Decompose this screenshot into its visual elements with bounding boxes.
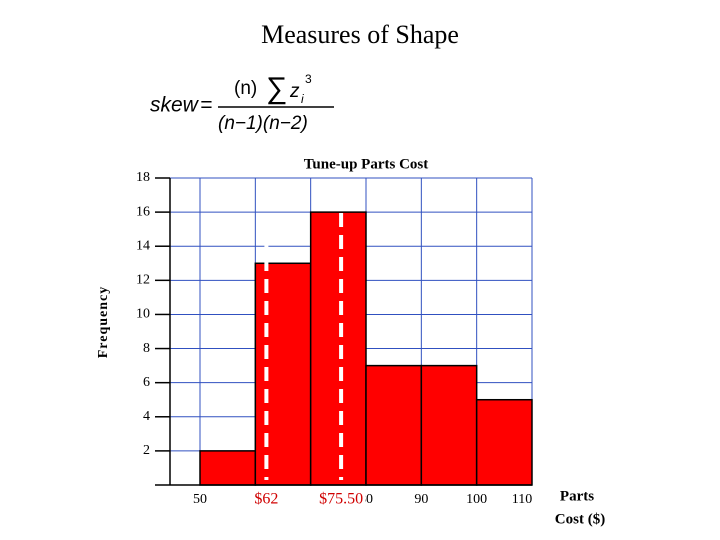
formula: skew = (n) ∑ z i 3 (n−1)(n−2): [150, 72, 334, 134]
formula-sigma: ∑: [266, 72, 287, 105]
bar: [254, 262, 312, 486]
formula-sub: i: [301, 92, 304, 106]
annotation-label: $62: [254, 491, 278, 508]
y-tick-label: 14: [136, 238, 150, 253]
bar: [475, 398, 533, 486]
annotation-bg: [317, 490, 366, 508]
formula-n: (n): [234, 78, 257, 99]
x-tick-label: 110: [512, 492, 532, 507]
x-axis-label: Cost ($): [555, 511, 605, 527]
formula-lhs: skew: [150, 94, 200, 117]
bar: [365, 364, 423, 486]
chart-title: Tune-up Parts Cost: [304, 156, 428, 172]
annotation-label: $75.50: [319, 491, 363, 508]
y-tick-label: 18: [136, 170, 150, 185]
y-tick-label: 16: [136, 204, 150, 219]
slide-title: Measures of Shape: [261, 20, 459, 49]
y-tick-label: 4: [143, 409, 150, 424]
x-tick-label: 50: [193, 492, 207, 507]
x-tick-label: 90: [414, 492, 428, 507]
x-axis-label: Parts: [560, 488, 594, 504]
formula-z: z: [289, 81, 300, 102]
formula-sup: 3: [305, 72, 312, 86]
formula-equals: =: [200, 94, 212, 117]
formula-denominator: (n−1)(n−2): [218, 113, 308, 134]
x-tick-label: 100: [466, 492, 487, 507]
y-axis-label: Frequency: [96, 286, 111, 359]
bar: [199, 450, 257, 486]
y-tick-label: 10: [136, 307, 150, 322]
y-tick-label: 8: [143, 341, 150, 356]
annotation-bg: [252, 490, 281, 508]
bar: [420, 364, 478, 486]
bar: [309, 211, 367, 486]
y-tick-label: 2: [143, 443, 150, 458]
y-tick-label: 12: [136, 273, 150, 288]
y-tick-label: 6: [143, 375, 150, 390]
